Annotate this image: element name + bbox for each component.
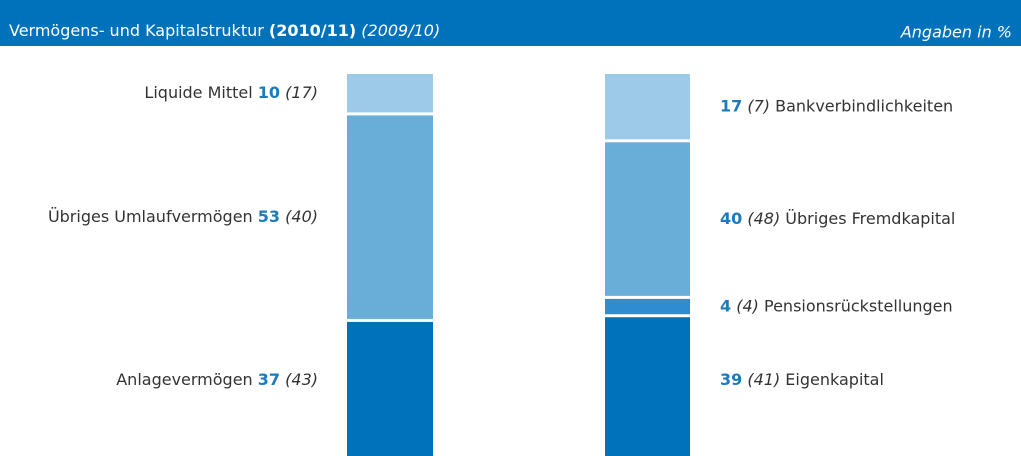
segment-previous: (41) [747, 370, 780, 389]
bar-segment [347, 74, 433, 113]
unit-note: Angaben in % [900, 23, 1012, 42]
bar-segment [605, 74, 690, 140]
segment-label: 40 (48) Übriges Fremdkapital [720, 209, 955, 228]
title: Vermögens- und Kapitalstruktur [9, 21, 264, 40]
segment-value: 37 [258, 370, 280, 389]
segment-label: 17 (7) Bankverbindlichkeiten [720, 96, 953, 115]
segment-value: 53 [258, 207, 280, 226]
segment-label: Anlagevermögen 37 (43) [116, 370, 318, 389]
segment-label: 39 (41) Eigenkapital [720, 370, 884, 389]
title-previous: (2009/10) [361, 21, 440, 40]
segment-value: 17 [720, 96, 742, 115]
segment-previous: (4) [736, 296, 759, 315]
segment-value: 40 [720, 209, 742, 228]
title-current: (2010/11) [269, 21, 356, 40]
segment-label: 4 (4) Pensionsrückstellungen [720, 296, 953, 315]
segment-label: Übriges Umlaufvermögen 53 (40) [48, 207, 318, 226]
bar-segment [605, 298, 690, 315]
segment-name: Anlagevermögen [116, 370, 252, 389]
segment-previous: (40) [285, 207, 318, 226]
bar-segment [605, 142, 690, 296]
segment-previous: (7) [747, 96, 770, 115]
header-bar [0, 0, 1021, 46]
bar-segment [347, 321, 433, 456]
bar-segment [605, 317, 690, 456]
chart-title: Vermögens- und Kapitalstruktur (2010/11)… [9, 21, 440, 40]
segment-name: Übriges Fremdkapital [785, 209, 955, 228]
bar-segment [347, 115, 433, 319]
segment-previous: (43) [285, 370, 318, 389]
segment-label: Liquide Mittel 10 (17) [144, 83, 318, 102]
segment-previous: (48) [747, 209, 780, 228]
segment-name: Übriges Umlaufvermögen [48, 207, 253, 226]
segment-name: Pensionsrückstellungen [764, 296, 953, 315]
segment-name: Eigenkapital [785, 370, 884, 389]
segment-value: 4 [720, 296, 731, 315]
segment-previous: (17) [285, 83, 318, 102]
segment-value: 10 [258, 83, 280, 102]
segment-name: Bankverbindlichkeiten [775, 96, 953, 115]
segment-value: 39 [720, 370, 742, 389]
segment-name: Liquide Mittel [144, 83, 252, 102]
